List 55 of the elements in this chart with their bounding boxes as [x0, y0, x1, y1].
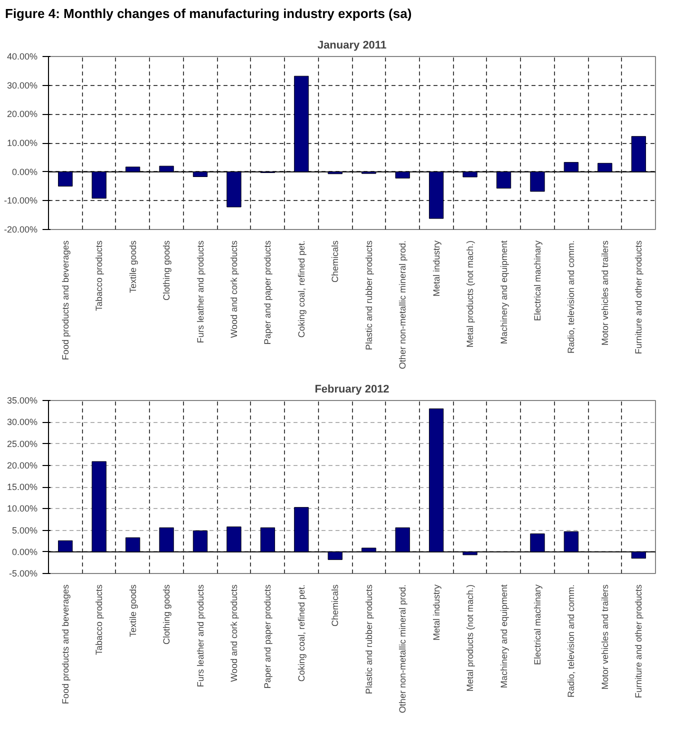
- x-tick-label: Furniture and other products: [634, 584, 644, 698]
- y-tick-label: -10.00%: [4, 196, 38, 206]
- x-tick-label: Other non-metallic mineral prod.: [398, 240, 408, 370]
- x-tick-label: Electrical machinary: [532, 584, 542, 666]
- x-tick-label: Metal products (not mach.): [465, 240, 476, 348]
- y-tick-label: -5.00%: [8, 568, 38, 578]
- y-tick-label: 20.00%: [6, 109, 38, 120]
- x-tick-label: Metal industry: [431, 240, 442, 297]
- x-tick-label: Metal products (not mach.): [465, 584, 476, 692]
- x-tick-label: Clothing goods: [162, 240, 172, 301]
- x-tick-label: Machinery and equipment: [498, 584, 509, 688]
- x-tick-label: Textile goods: [128, 584, 138, 638]
- y-tick-label: 30.00%: [6, 80, 38, 90]
- y-tick-label: 0.00%: [12, 546, 38, 557]
- x-tick-label: Food products and beverages: [60, 584, 70, 704]
- x-tick-label: Radio, television and comm.: [566, 240, 576, 354]
- x-tick-label: Tabacco products: [94, 240, 104, 312]
- x-tick-label: Furs leather and products: [195, 584, 206, 688]
- x-tick-label: Wood and cork products: [228, 240, 239, 338]
- x-tick-label: Metal industry: [431, 584, 442, 641]
- x-tick-label: Plastic and rubber products: [364, 240, 374, 350]
- y-tick-label: 35.00%: [6, 396, 38, 406]
- chart-title: February 2012: [314, 384, 390, 396]
- y-tick-label: 15.00%: [6, 482, 38, 492]
- x-tick-label: Textile goods: [128, 240, 138, 294]
- y-tick-label: 10.00%: [6, 138, 38, 148]
- x-tick-label: Food products and beverages: [60, 240, 70, 360]
- caption: Figure 4: Monthly changes of manufacturing industry exports (sa): [5, 5, 412, 23]
- x-tick-label: Motor vehicles and trailers: [600, 240, 610, 346]
- x-tick-label: Clothing goods: [162, 584, 172, 645]
- y-tick-label: 20.00%: [6, 460, 38, 470]
- x-tick-label: Other non-metallic mineral prod.: [398, 584, 408, 714]
- x-tick-label: Coking coal, refined pet.: [296, 584, 306, 682]
- y-tick-label: 40.00%: [6, 52, 38, 62]
- chart-title: January 2011: [317, 40, 387, 52]
- y-tick-label: 0.00%: [12, 166, 38, 177]
- y-tick-label: 5.00%: [12, 525, 38, 536]
- x-tick-label: Paper and paper products: [262, 584, 273, 689]
- x-tick-label: Tabacco products: [94, 584, 104, 656]
- x-tick-label: Chemicals: [330, 240, 340, 283]
- x-tick-label: Paper and paper products: [262, 240, 273, 345]
- y-tick-label: 10.00%: [6, 504, 38, 514]
- y-tick-label: 30.00%: [6, 417, 38, 428]
- x-tick-label: Plastic and rubber products: [364, 584, 374, 694]
- x-tick-label: Chemicals: [330, 584, 340, 627]
- y-tick-label: 25.00%: [6, 438, 38, 449]
- x-tick-label: Furs leather and products: [195, 240, 206, 344]
- y-tick-label: -20.00%: [4, 224, 38, 234]
- x-tick-label: Furniture and other products: [634, 240, 644, 354]
- x-tick-label: Machinery and equipment: [498, 240, 509, 344]
- x-tick-label: Wood and cork products: [228, 584, 239, 682]
- x-tick-label: Coking coal, refined pet.: [296, 240, 306, 338]
- x-tick-label: Radio, television and comm.: [566, 584, 576, 698]
- x-tick-label: Electrical machinary: [532, 240, 542, 322]
- x-tick-label: Motor vehicles and trailers: [600, 584, 610, 690]
